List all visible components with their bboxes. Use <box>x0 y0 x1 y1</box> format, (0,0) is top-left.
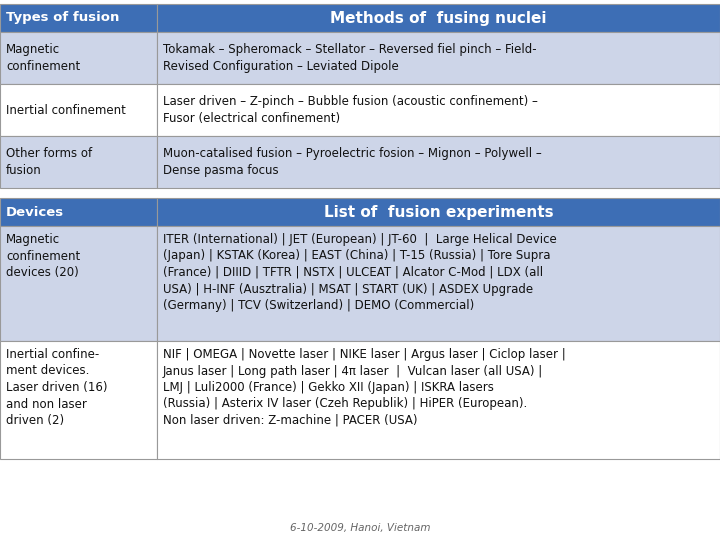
Text: Methods of  fusing nuclei: Methods of fusing nuclei <box>330 10 546 25</box>
Bar <box>0 226 157 341</box>
Bar <box>157 84 720 136</box>
Bar <box>0 4 157 32</box>
Bar <box>157 226 720 341</box>
Text: NIF | OMEGA | Novette laser | NIKE laser | Argus laser | Ciclop laser |
Janus la: NIF | OMEGA | Novette laser | NIKE laser… <box>163 348 566 427</box>
Bar <box>157 136 720 188</box>
Bar <box>0 84 157 136</box>
Text: 6-10-2009, Hanoi, Vietnam: 6-10-2009, Hanoi, Vietnam <box>289 523 431 533</box>
Text: Inertial confine-
ment devices.
Laser driven (16)
and non laser
driven (2): Inertial confine- ment devices. Laser dr… <box>6 348 107 427</box>
Bar <box>0 341 157 459</box>
Text: Tokamak – Spheromack – Stellator – Reversed fiel pinch – Field-
Revised Configur: Tokamak – Spheromack – Stellator – Rever… <box>163 43 536 73</box>
Bar <box>0 32 157 84</box>
Text: Devices: Devices <box>6 206 64 219</box>
Text: List of  fusion experiments: List of fusion experiments <box>324 205 553 219</box>
Bar <box>0 198 157 226</box>
Bar <box>157 32 720 84</box>
Text: Types of fusion: Types of fusion <box>6 11 120 24</box>
Text: Magnetic
confinement
devices (20): Magnetic confinement devices (20) <box>6 233 80 279</box>
Text: Other forms of
fusion: Other forms of fusion <box>6 147 92 177</box>
Text: Muon-catalised fusion – Pyroelectric fosion – Mignon – Polywell –
Dense pasma fo: Muon-catalised fusion – Pyroelectric fos… <box>163 147 541 177</box>
Text: Inertial confinement: Inertial confinement <box>6 104 126 117</box>
Bar <box>0 136 157 188</box>
Bar <box>157 198 720 226</box>
Bar <box>157 4 720 32</box>
Bar <box>157 341 720 459</box>
Text: ITER (International) | JET (European) | JT-60  |  Large Helical Device
(Japan) |: ITER (International) | JET (European) | … <box>163 233 557 312</box>
Text: Magnetic
confinement: Magnetic confinement <box>6 43 80 73</box>
Text: Laser driven – Z-pinch – Bubble fusion (acoustic confinement) –
Fusor (electrica: Laser driven – Z-pinch – Bubble fusion (… <box>163 95 538 125</box>
